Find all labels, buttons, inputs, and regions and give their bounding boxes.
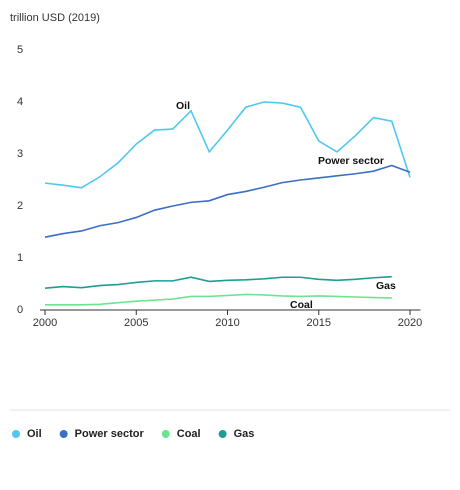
annotation: Power sector bbox=[318, 155, 384, 167]
y-tick-label: 4 bbox=[17, 96, 23, 108]
y-axis-label: trillion USD (2019) bbox=[10, 12, 100, 24]
annotation: Coal bbox=[290, 299, 313, 311]
y-tick-label: 1 bbox=[17, 252, 23, 264]
legend-marker bbox=[59, 430, 68, 438]
x-tick-label: 2010 bbox=[215, 317, 239, 329]
legend-label: Oil bbox=[27, 428, 42, 440]
x-tick-label: 2020 bbox=[398, 317, 422, 329]
legend-label: Power sector bbox=[75, 428, 145, 440]
y-tick-label: 0 bbox=[17, 304, 23, 316]
annotation: Oil bbox=[176, 100, 190, 112]
y-tick-label: 5 bbox=[17, 44, 23, 56]
legend-label: Gas bbox=[234, 428, 255, 440]
y-tick-label: 3 bbox=[17, 148, 23, 160]
line bbox=[44, 101, 411, 189]
line bbox=[44, 164, 411, 238]
line bbox=[44, 275, 392, 289]
legend-marker bbox=[218, 430, 227, 438]
x-tick-label: 2015 bbox=[307, 317, 331, 329]
legend-marker bbox=[12, 430, 20, 438]
x-tick-label: 2005 bbox=[124, 317, 148, 329]
legend-marker bbox=[161, 430, 170, 438]
legend-label: Coal bbox=[177, 428, 201, 440]
y-tick-label: 2 bbox=[17, 200, 23, 212]
line bbox=[45, 293, 392, 306]
x-tick-label: 2000 bbox=[33, 317, 57, 329]
annotation: Gas bbox=[376, 280, 396, 292]
